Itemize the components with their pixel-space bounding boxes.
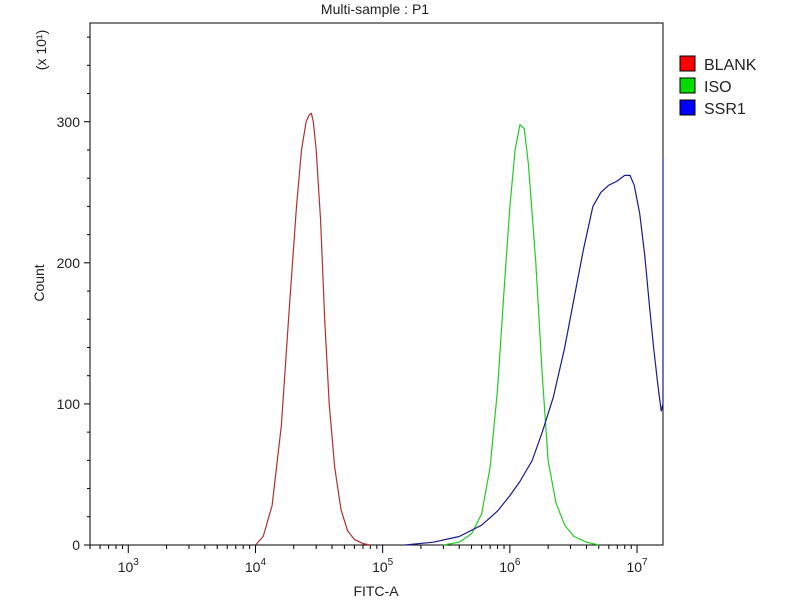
series-line-blank	[255, 112, 371, 546]
y-tick-label: 0	[72, 537, 80, 553]
series-group	[255, 112, 664, 546]
legend-swatch-blank	[679, 55, 696, 72]
x-axis-label: FITC-A	[353, 583, 399, 599]
legend-swatch-iso	[679, 77, 696, 94]
x-tick-label: 103	[118, 557, 140, 575]
legend-label-ssr1: SSR1	[704, 101, 746, 118]
legend-label-iso: ISO	[704, 79, 732, 96]
series-line-ssr1	[405, 157, 664, 546]
x-tick-label: 104	[245, 557, 267, 575]
y-tick-label: 100	[57, 396, 81, 412]
y-axis-label: Count	[31, 264, 47, 301]
legend-swatch-ssr1	[679, 99, 696, 116]
y-axis-ticks: 0 100 200 300	[57, 36, 90, 553]
y-tick-label: 200	[57, 255, 81, 271]
x-tick-label: 107	[626, 557, 648, 575]
legend: BLANK ISO SSR1	[679, 55, 757, 118]
chart-title: Multi-sample : P1	[321, 1, 429, 17]
series-line-iso	[443, 123, 599, 546]
x-tick-label: 105	[372, 557, 394, 575]
y-multiplier-label: (x 10¹)	[33, 30, 49, 70]
x-tick-label: 106	[499, 557, 521, 575]
y-tick-label: 300	[57, 114, 81, 130]
legend-label-blank: BLANK	[704, 57, 757, 74]
x-axis-ticks: 103 104 105 106 107	[89, 545, 648, 575]
